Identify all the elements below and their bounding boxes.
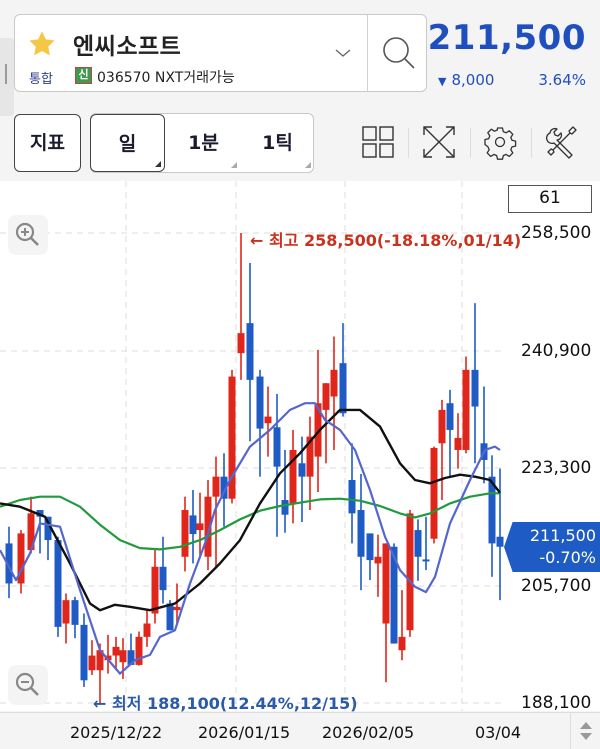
stock-selector[interactable]: 엔씨소프트 통합 신 036570 NXT거래가능 <box>14 14 427 92</box>
indicator-button[interactable]: 지표 <box>14 114 81 172</box>
current-price-tag: 211,500 -0.70% <box>504 522 600 572</box>
low-label-text: 최저 188,100(12.44%,12/15) <box>111 694 358 713</box>
settings-gear-icon[interactable] <box>482 124 518 160</box>
fullscreen-icon[interactable] <box>421 124 457 160</box>
y-axis-label: 188,100 <box>521 693 592 713</box>
change-value: 8,000 <box>451 71 495 89</box>
stock-name: 엔씨소프트 <box>73 34 182 60</box>
search-button[interactable] <box>367 15 427 91</box>
x-axis[interactable]: 2025/12/22 2026/01/15 2026/02/05 03/04 <box>0 712 600 749</box>
y-axis-label: 240,900 <box>521 341 592 361</box>
period-selector: 일 1분 1틱 <box>90 113 314 173</box>
x-axis-label: 2025/12/22 <box>70 723 163 742</box>
period-daily-tab[interactable]: 일 <box>90 114 165 172</box>
stock-code: 036570 NXT거래가능 <box>97 70 235 86</box>
zoom-out-button[interactable] <box>8 665 48 705</box>
zoom-in-icon <box>15 222 39 246</box>
x-axis-label: 2026/02/05 <box>322 723 415 742</box>
layout-grid-icon[interactable] <box>360 124 396 160</box>
zoom-in-button[interactable] <box>8 215 48 255</box>
period-label: 일 <box>118 133 137 155</box>
high-label-text: 최고 258,500(-18.18%,01/14) <box>268 231 522 250</box>
chart-area[interactable] <box>0 181 600 711</box>
toolbar-divider <box>470 128 471 158</box>
current-price: 211,500 <box>427 18 586 58</box>
period-1tick-tab[interactable]: 1틱 <box>241 114 314 172</box>
change-percent: 3.64% <box>538 71 586 89</box>
price-change: ▼ 8,000 <box>438 71 494 89</box>
current-tag-percent: -0.70% <box>539 548 596 567</box>
toolbar-divider <box>531 128 532 158</box>
corner-indicator-icon <box>305 162 311 168</box>
period-label: 1분 <box>188 132 219 154</box>
side-panel-handle[interactable] <box>0 38 14 116</box>
zoom-out-icon <box>15 672 39 696</box>
x-axis-label: 2026/01/15 <box>198 723 291 742</box>
x-axis-label: 03/04 <box>475 723 522 742</box>
corner-indicator-icon <box>231 162 237 168</box>
chevron-down-icon[interactable] <box>331 41 355 65</box>
market-label: 통합 <box>29 72 53 87</box>
high-price-annotation: ← 최고 258,500(-18.18%,01/14) <box>250 231 522 250</box>
low-price-annotation: ← 최저 188,100(12.44%,12/15) <box>93 694 358 713</box>
period-label: 1틱 <box>262 132 293 154</box>
down-triangle-icon: ▼ <box>438 75 447 88</box>
tools-icon[interactable] <box>544 124 580 160</box>
y-axis-label: 258,500 <box>521 223 592 243</box>
favorite-star-icon[interactable] <box>27 29 57 59</box>
toolbar-divider <box>408 128 409 158</box>
current-tag-price: 211,500 <box>529 526 596 545</box>
search-icon <box>383 37 415 69</box>
y-axis-label: 223,300 <box>521 458 592 478</box>
candlestick-chart[interactable] <box>0 181 600 711</box>
y-axis-label: 205,700 <box>521 576 592 596</box>
period-1min-tab[interactable]: 1분 <box>167 114 240 172</box>
candle-count-input[interactable]: 61 <box>508 185 592 213</box>
axis-scroll-button[interactable] <box>570 712 600 749</box>
watermark <box>470 684 590 714</box>
up-down-arrows-icon <box>580 722 592 740</box>
credit-badge: 신 <box>75 67 92 84</box>
grip-icon <box>5 64 7 84</box>
corner-indicator-icon <box>155 161 161 167</box>
